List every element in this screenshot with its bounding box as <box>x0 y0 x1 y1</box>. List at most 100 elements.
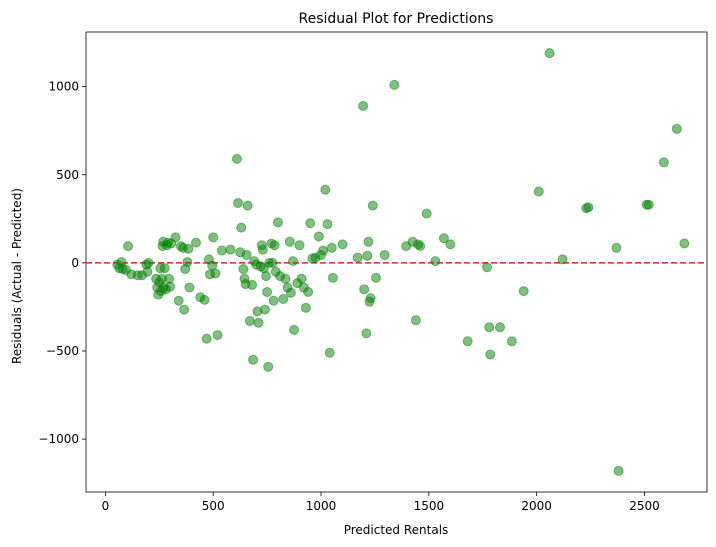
scatter-point <box>216 245 227 256</box>
scatter-point <box>262 286 273 297</box>
scatter-point <box>241 249 252 260</box>
scatter-point <box>679 238 690 249</box>
scatter-point <box>247 279 258 290</box>
scatter-point <box>430 256 441 267</box>
scatter-point <box>143 257 154 268</box>
scatter-point <box>199 294 210 305</box>
scatter-point <box>611 242 622 253</box>
x-tick-label: 2000 <box>521 499 552 513</box>
scatter-point <box>367 200 378 211</box>
scatter-point <box>389 79 400 90</box>
x-tick-label: 1000 <box>306 499 337 513</box>
scatter-point <box>182 257 193 267</box>
axis-ticks: 0 500 1000 1500 2000 2500 −1000 −500 0 500 1000 <box>38 80 659 513</box>
y-tick-label: 500 <box>56 168 79 182</box>
scatter-point <box>183 243 194 254</box>
scatter-point <box>533 186 544 197</box>
y-axis-label: Residuals (Actual - Predicted) <box>10 188 24 364</box>
scatter-point <box>415 241 426 252</box>
x-tick-label: 1500 <box>414 499 445 513</box>
y-tick-label: −500 <box>46 344 79 358</box>
scatter-point <box>643 199 654 210</box>
scatter-point <box>285 287 296 298</box>
scatter-point <box>238 264 249 275</box>
scatter-point <box>225 244 236 255</box>
scatter-point <box>179 304 190 315</box>
scatter-point <box>165 281 176 292</box>
x-tick-label: 500 <box>202 499 225 513</box>
scatter-point <box>259 304 270 315</box>
scatter-point <box>170 232 181 243</box>
scatter-point <box>284 236 295 247</box>
scatter-point <box>233 197 244 208</box>
scatter-point <box>544 48 555 59</box>
scatter-point <box>379 249 390 260</box>
scatter-point <box>671 123 682 134</box>
scatter-point <box>184 282 195 293</box>
scatter-point <box>658 157 669 168</box>
scatter-point <box>363 236 374 247</box>
scatter-point <box>267 257 278 268</box>
scatter-point <box>421 208 432 219</box>
scatter-point <box>269 240 280 251</box>
scatter-point <box>361 328 372 339</box>
scatter-point <box>278 294 289 305</box>
scatter-point <box>313 231 324 242</box>
scatter-point <box>123 241 134 252</box>
y-tick-label: −1000 <box>38 432 79 446</box>
scatter-point <box>324 347 335 358</box>
scatter-point <box>445 239 456 250</box>
scatter-point <box>352 252 363 263</box>
scatter-point <box>365 293 376 304</box>
scatter-point <box>495 322 505 333</box>
scatter-point <box>263 361 274 372</box>
scatter-point <box>289 324 300 335</box>
scatter-point <box>371 272 382 283</box>
scatter-point <box>201 333 212 344</box>
scatter-point <box>212 330 223 341</box>
y-tick-label: 1000 <box>48 80 79 94</box>
scatter-point <box>294 240 305 251</box>
scatter-point <box>557 254 568 265</box>
scatter-point <box>268 295 279 306</box>
scatter-point <box>359 284 370 295</box>
scatter-point <box>518 286 529 297</box>
scatter-point <box>231 153 242 164</box>
scatter-point <box>272 217 283 228</box>
scatter-point <box>326 242 337 253</box>
scatter-point <box>248 354 259 365</box>
scatter-point <box>410 315 421 326</box>
scatter-point <box>244 316 255 327</box>
x-tick-label: 2500 <box>629 499 660 513</box>
scatter-point <box>506 336 517 347</box>
scatter-point <box>257 244 268 255</box>
scatter-point <box>462 336 473 347</box>
scatter-point <box>288 256 298 267</box>
scatter-point <box>613 465 624 476</box>
scatter-point <box>159 263 170 274</box>
scatter-point <box>358 101 369 112</box>
scatter-point <box>242 200 253 211</box>
x-tick-label: 0 <box>102 499 110 513</box>
data-points <box>112 48 690 476</box>
scatter-point <box>318 245 329 256</box>
scatter-point <box>190 237 201 248</box>
scatter-point <box>208 232 219 243</box>
scatter-point <box>236 222 247 233</box>
scatter-point <box>337 239 348 250</box>
scatter-point <box>482 262 493 273</box>
x-axis-label: Predicted Rentals <box>344 523 449 537</box>
scatter-point <box>253 317 264 328</box>
y-tick-label: 0 <box>71 256 79 270</box>
scatter-point <box>142 266 153 277</box>
scatter-point <box>583 202 594 213</box>
scatter-point <box>280 273 291 284</box>
scatter-point <box>296 273 307 284</box>
scatter-point <box>300 302 311 313</box>
scatter-point <box>173 295 184 306</box>
scatter-point <box>485 349 496 360</box>
scatter-point <box>438 233 449 244</box>
scatter-point <box>261 271 272 282</box>
